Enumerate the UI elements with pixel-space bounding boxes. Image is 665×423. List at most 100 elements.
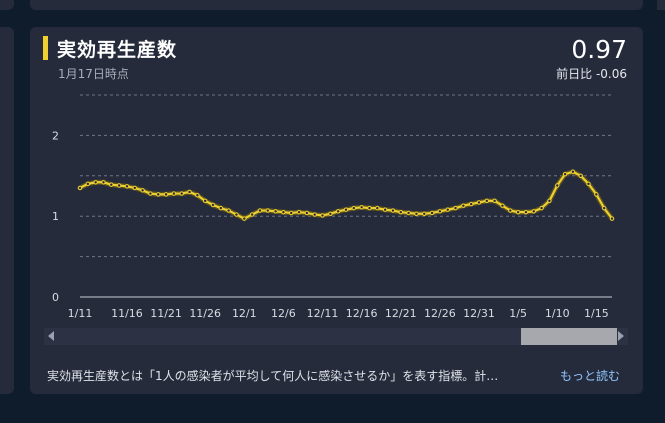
data-point [163,192,169,197]
data-point [586,181,591,187]
data-point [148,191,153,196]
data-point [289,210,294,216]
data-point [523,209,529,215]
data-point [281,209,286,215]
data-point [93,180,98,185]
data-point [116,183,122,188]
data-point [109,182,114,187]
day-over-day-change: 前日比 -0.06 [556,67,627,81]
data-point [570,169,576,174]
data-point [547,198,552,204]
x-tick-label: 11/16 [111,307,143,320]
data-point [304,210,310,216]
data-point [515,209,521,215]
data-point [476,200,482,205]
data-point [195,192,200,198]
data-point [367,205,372,211]
data-point [382,207,388,212]
scroll-right-icon[interactable] [618,331,624,341]
x-tick-label: 12/1 [232,307,257,320]
x-tick-label: 1/15 [584,307,609,320]
card-above-edge [30,0,643,10]
data-point [77,185,83,191]
y-tick-label: 0 [52,291,59,304]
scroll-left-icon[interactable] [48,331,54,341]
as-of-date: 1月17日時点 [58,67,129,81]
data-point [296,209,302,215]
data-point [140,188,145,193]
x-tick-label: 12/11 [307,307,339,320]
data-point [375,205,380,211]
data-point [171,191,177,196]
x-tick-label: 11/21 [150,307,182,320]
data-point [359,205,364,210]
description-text: 実効再生産数とは「1人の感染者が平均して何人に感染させるか」を表す指標。計… [47,369,499,383]
data-point [492,198,497,204]
x-tick-label: 1/5 [509,307,527,320]
data-point [312,212,317,217]
top-left-card-edge [0,0,14,10]
data-point [210,202,216,208]
data-point [249,212,255,217]
data-point [398,209,403,215]
data-point [531,209,536,214]
data-point [500,203,505,208]
x-tick-label: 12/26 [424,307,456,320]
data-point [226,208,231,213]
data-point [461,203,466,208]
line-chart: 0 1 2 1/11 11/16 11/21 11/26 12/1 12/6 12/11 12/16… [52,94,615,320]
data-point [429,210,435,216]
data-point [124,184,130,189]
data-point [484,198,490,204]
x-tick-label: 12/21 [385,307,417,320]
data-point [343,207,349,212]
data-point [406,210,411,216]
scrollbar-thumb[interactable] [521,328,617,345]
data-point [242,216,247,221]
data-point [132,185,137,191]
data-point [601,205,607,211]
x-tick-label: 11/26 [189,307,221,320]
data-point [437,209,443,214]
data-point [508,208,513,213]
data-point [234,212,239,217]
data-point [414,211,419,216]
data-point [390,208,396,213]
data-point [351,205,357,211]
data-point [265,208,270,213]
data-point [273,209,278,214]
left-card-edge [0,27,14,394]
data-point [257,208,263,213]
data-point [453,205,458,211]
data-point [328,211,333,216]
data-point [422,211,427,216]
card-title: 実効再生産数 [57,39,178,61]
x-tick-label: 1/10 [545,307,570,320]
data-point [555,183,560,188]
y-tick-label: 1 [52,210,59,223]
title-accent-bar [43,36,48,60]
read-more-link[interactable]: もっと読む [560,369,621,383]
data-point [335,209,341,214]
x-tick-label: 12/16 [346,307,378,320]
data-point [445,207,450,212]
data-point [179,191,184,196]
data-point [202,198,208,204]
y-tick-label: 2 [52,129,59,142]
effective-reproduction-card: 実効再生産数 1月17日時点 0.97 前日比 -0.06 0 1 2 1/11 11/… [30,27,643,394]
chart-scrollbar[interactable] [44,328,628,345]
data-point [101,180,106,185]
data-point [594,192,599,197]
data-point [609,216,615,221]
data-point [578,173,583,179]
x-tick-label: 1/11 [68,307,93,320]
data-point [218,205,224,211]
data-point [539,205,544,211]
x-tick-label: 12/6 [271,307,296,320]
data-point [187,189,192,195]
x-tick-label: 12/31 [463,307,495,320]
right-card-edge [657,0,665,10]
data-point [468,201,474,207]
data-point [85,181,91,187]
data-point [320,213,325,218]
